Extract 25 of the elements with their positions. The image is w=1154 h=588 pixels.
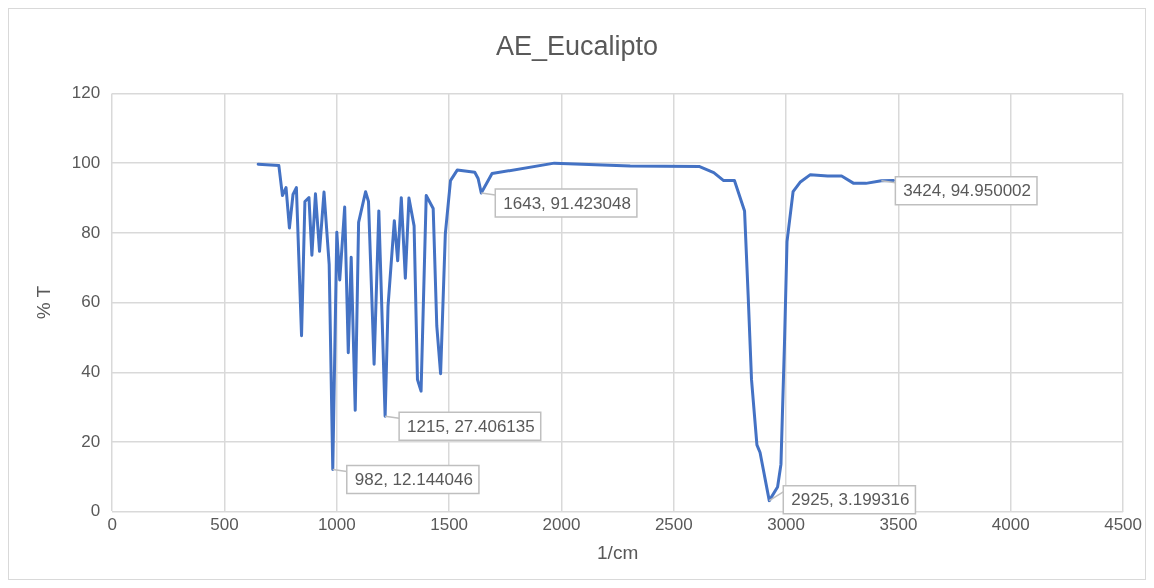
y-tick-label: 80 xyxy=(81,222,101,242)
x-tick-label: 3000 xyxy=(767,514,806,534)
x-axis-title: 1/cm xyxy=(597,541,639,563)
data-label: 982, 12.144046 xyxy=(354,470,473,490)
x-tick-label: 4500 xyxy=(1104,514,1142,534)
y-tick-label: 100 xyxy=(71,152,101,172)
x-tick-label: 1000 xyxy=(317,514,356,534)
x-tick-label: 2500 xyxy=(654,514,693,534)
x-tick-label: 4000 xyxy=(991,514,1030,534)
x-tick-label: 3500 xyxy=(879,514,918,534)
y-tick-label: 40 xyxy=(81,362,101,382)
data-label: 3424, 94.950002 xyxy=(903,181,1031,201)
data-label: 1215, 27.406135 xyxy=(407,416,535,436)
chart-title: AE_Eucalipto xyxy=(495,30,659,61)
y-tick-label: 120 xyxy=(71,83,101,103)
data-label: 1643, 91.423048 xyxy=(503,193,631,213)
y-tick-label: 20 xyxy=(81,431,101,451)
x-tick-label: 500 xyxy=(210,514,239,534)
x-tick-label: 0 xyxy=(107,514,117,534)
data-label: 2925, 3.199316 xyxy=(791,490,910,510)
y-axis-title: % T xyxy=(32,285,54,320)
y-tick-label: 0 xyxy=(90,501,101,521)
y-tick-label: 60 xyxy=(81,292,101,312)
x-tick-label: 1500 xyxy=(430,514,469,534)
x-tick-label: 2000 xyxy=(542,514,581,534)
